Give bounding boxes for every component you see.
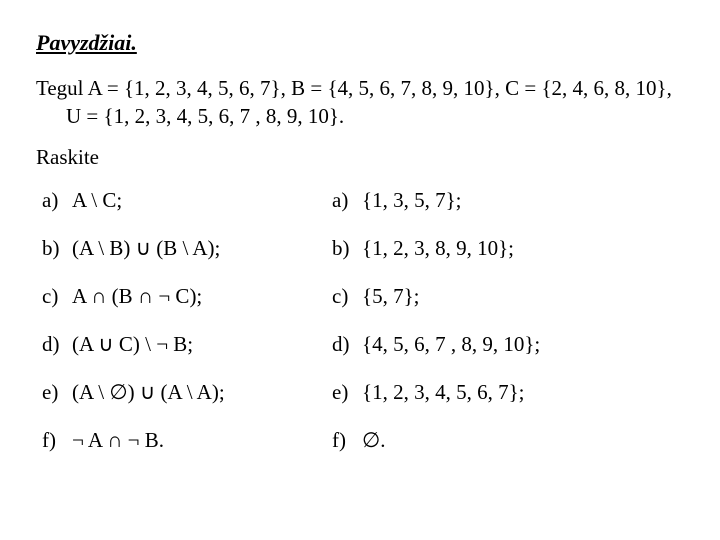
list-item: e) (A \ ∅) ∪ (A \ A); bbox=[42, 380, 332, 428]
item-expression: A \ C; bbox=[72, 188, 122, 213]
item-label: e) bbox=[42, 380, 72, 405]
statement-text: Tegul A = {1, 2, 3, 4, 5, 6, 7}, B = {4,… bbox=[36, 74, 684, 131]
questions-column: a) A \ C; b) (A \ B) ∪ (B \ A); c) A ∩ (… bbox=[36, 188, 332, 476]
columns: a) A \ C; b) (A \ B) ∪ (B \ A); c) A ∩ (… bbox=[36, 188, 684, 476]
list-item: a) A \ C; bbox=[42, 188, 332, 236]
item-label: b) bbox=[332, 236, 362, 261]
list-item: b) (A \ B) ∪ (B \ A); bbox=[42, 236, 332, 284]
item-expression: A ∩ (B ∩ ¬ C); bbox=[72, 284, 202, 309]
item-label: f) bbox=[42, 428, 72, 453]
list-item: c) {5, 7}; bbox=[332, 284, 672, 332]
item-answer: {1, 2, 3, 8, 9, 10}; bbox=[362, 236, 514, 261]
item-label: a) bbox=[332, 188, 362, 213]
list-item: f) ¬ A ∩ ¬ B. bbox=[42, 428, 332, 476]
page: Pavyzdžiai. Tegul A = {1, 2, 3, 4, 5, 6,… bbox=[0, 0, 720, 540]
item-answer: {1, 3, 5, 7}; bbox=[362, 188, 462, 213]
list-item: c) A ∩ (B ∩ ¬ C); bbox=[42, 284, 332, 332]
item-expression: (A \ ∅) ∪ (A \ A); bbox=[72, 380, 225, 405]
list-item: d) (A ∪ C) \ ¬ B; bbox=[42, 332, 332, 380]
item-answer: {5, 7}; bbox=[362, 284, 420, 309]
item-label: e) bbox=[332, 380, 362, 405]
problem-statement: Tegul A = {1, 2, 3, 4, 5, 6, 7}, B = {4,… bbox=[36, 74, 684, 131]
item-label: d) bbox=[42, 332, 72, 357]
list-item: e) {1, 2, 3, 4, 5, 6, 7}; bbox=[332, 380, 672, 428]
item-label: b) bbox=[42, 236, 72, 261]
item-answer: ∅. bbox=[362, 428, 386, 453]
item-expression: (A ∪ C) \ ¬ B; bbox=[72, 332, 193, 357]
item-expression: ¬ A ∩ ¬ B. bbox=[72, 428, 164, 453]
list-item: a) {1, 3, 5, 7}; bbox=[332, 188, 672, 236]
item-label: a) bbox=[42, 188, 72, 213]
item-label: d) bbox=[332, 332, 362, 357]
item-answer: {1, 2, 3, 4, 5, 6, 7}; bbox=[362, 380, 525, 405]
item-label: f) bbox=[332, 428, 362, 453]
list-item: d) {4, 5, 6, 7 , 8, 9, 10}; bbox=[332, 332, 672, 380]
title: Pavyzdžiai. bbox=[36, 30, 684, 56]
list-item: f) ∅. bbox=[332, 428, 672, 476]
list-item: b) {1, 2, 3, 8, 9, 10}; bbox=[332, 236, 672, 284]
item-label: c) bbox=[42, 284, 72, 309]
answers-column: a) {1, 3, 5, 7}; b) {1, 2, 3, 8, 9, 10};… bbox=[332, 188, 672, 476]
raskite-label: Raskite bbox=[36, 145, 684, 170]
item-answer: {4, 5, 6, 7 , 8, 9, 10}; bbox=[362, 332, 540, 357]
item-label: c) bbox=[332, 284, 362, 309]
item-expression: (A \ B) ∪ (B \ A); bbox=[72, 236, 220, 261]
